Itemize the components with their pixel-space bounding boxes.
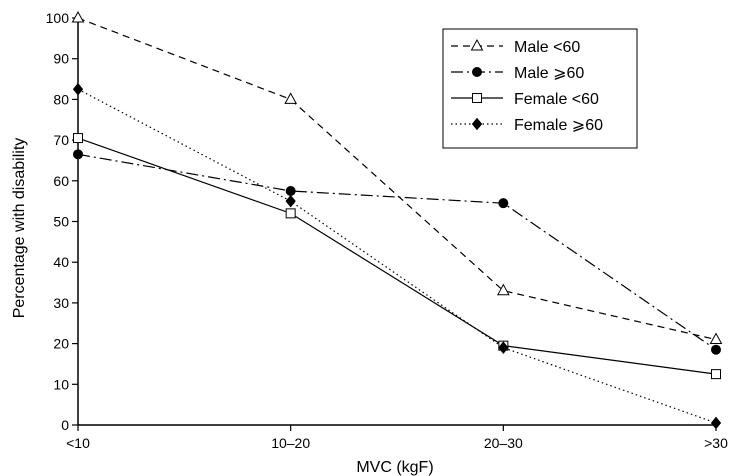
- series-2: [73, 133, 721, 380]
- series-1: [73, 149, 721, 355]
- series-line: [77, 137, 717, 375]
- data-point: [73, 149, 83, 160]
- y-tick-label: 10: [53, 376, 69, 392]
- data-point: [709, 332, 723, 345]
- series-line: [77, 17, 717, 341]
- series-3: [72, 82, 722, 430]
- x-tick-label: 20–30: [484, 435, 523, 451]
- y-axis: 0 10 20 30 40 50 60 70 80 90 100: [46, 10, 78, 433]
- data-point: [72, 82, 84, 96]
- x-tick-label: 10–20: [271, 435, 310, 451]
- data-point: [711, 369, 721, 380]
- legend-marker: [471, 117, 483, 131]
- data-point: [71, 10, 85, 23]
- y-tick-label: 20: [53, 336, 69, 352]
- legend-label: Male <60: [514, 39, 580, 56]
- x-axis-label: MVC (kgF): [356, 459, 433, 476]
- y-tick-label: 90: [53, 51, 69, 67]
- series-line: [77, 88, 717, 424]
- legend-label: Female ⩾60: [514, 117, 603, 134]
- legend-marker: [472, 67, 482, 77]
- legend-marker: [472, 93, 482, 103]
- legend-marker: [470, 38, 484, 51]
- y-tick-label: 60: [53, 173, 69, 189]
- x-axis: <10 10–20 20–30 >30: [66, 425, 728, 451]
- x-tick-label: <10: [66, 435, 90, 451]
- y-tick-label: 0: [61, 417, 69, 433]
- series-line: [77, 153, 717, 351]
- series-0: [71, 10, 723, 345]
- data-point: [496, 283, 510, 296]
- legend-label: Male ⩾60: [514, 65, 584, 82]
- legend: Male <60 Male ⩾60 Female <60 Female ⩾60: [442, 28, 638, 149]
- x-tick-label: >30: [704, 435, 728, 451]
- data-point: [710, 416, 722, 430]
- data-point: [285, 208, 296, 219]
- series-layer: [71, 10, 723, 430]
- data-point: [73, 133, 83, 144]
- y-tick-label: 30: [53, 295, 69, 311]
- data-point: [498, 341, 509, 354]
- data-point: [498, 198, 509, 209]
- data-point: [285, 185, 296, 196]
- y-tick-label: 80: [53, 91, 69, 107]
- y-tick-label: 100: [46, 10, 70, 26]
- legend-label: Female <60: [514, 91, 599, 108]
- data-point: [284, 92, 298, 104]
- y-tick-label: 70: [53, 132, 69, 148]
- y-tick-label: 50: [53, 214, 69, 230]
- y-tick-label: 40: [53, 254, 69, 270]
- data-point: [285, 194, 296, 208]
- y-axis-label: Percentage with disability: [11, 138, 28, 319]
- data-point: [711, 344, 721, 355]
